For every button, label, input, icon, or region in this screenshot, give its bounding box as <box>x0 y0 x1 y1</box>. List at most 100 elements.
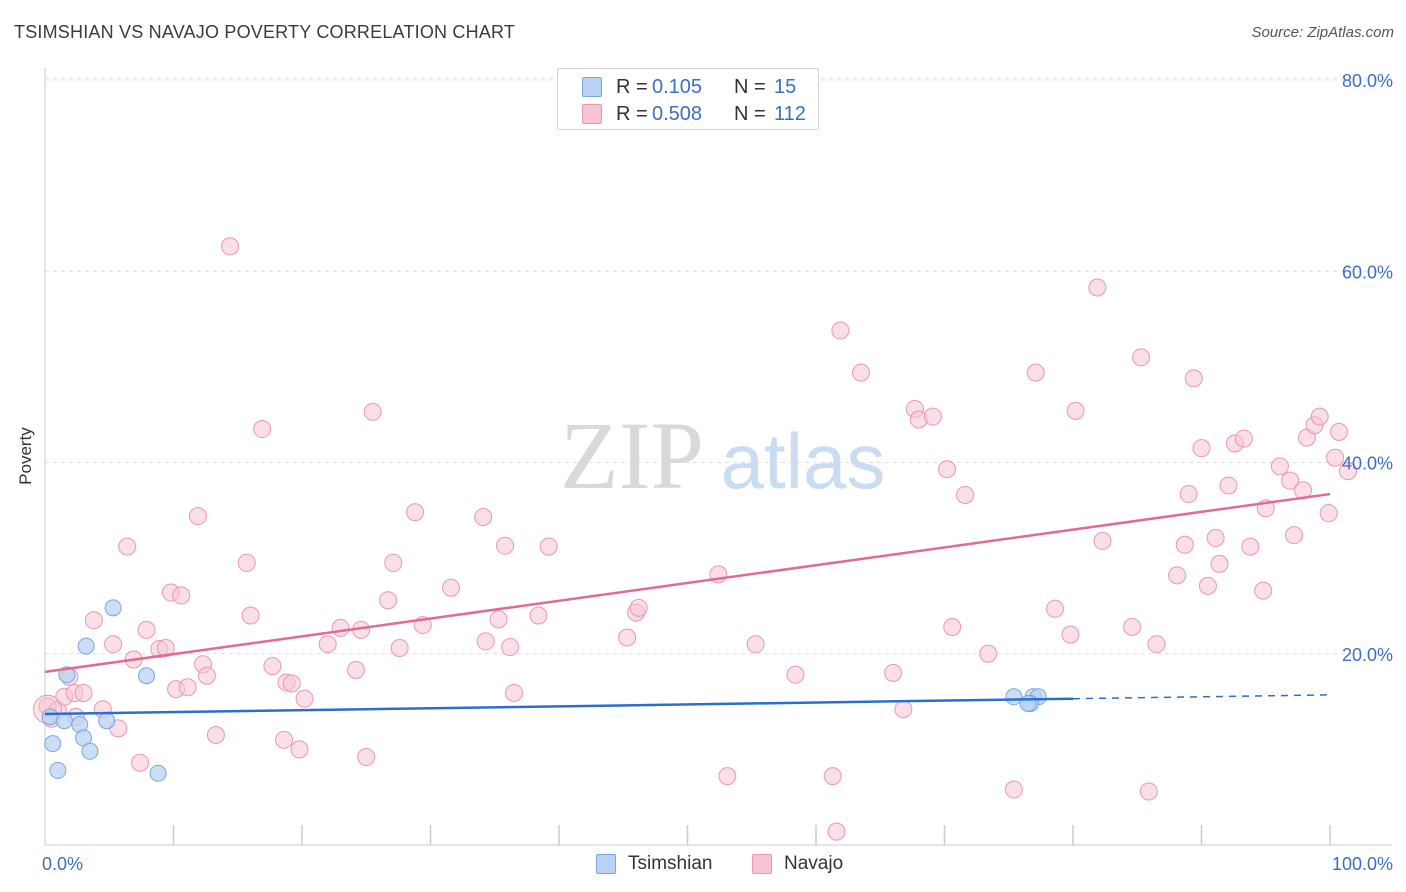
navajo-point <box>178 678 197 697</box>
y-tick-label: 20.0% <box>1342 645 1393 665</box>
axes <box>44 68 1392 846</box>
navajo-point <box>206 726 225 745</box>
navajo-point <box>827 822 846 841</box>
legend-n-label: N = <box>734 75 766 98</box>
legend-n-label: N = <box>734 102 766 125</box>
legend-item-tsimshian[interactable]: Tsimshian <box>596 850 712 878</box>
navajo-point <box>979 644 998 663</box>
navajo-trend-line <box>44 492 1331 674</box>
navajo-point <box>618 628 637 647</box>
navajo-point <box>379 591 398 610</box>
navajo-point <box>1198 576 1217 595</box>
navajo-point <box>1319 504 1338 523</box>
legend-r-value: 0.508 <box>652 102 703 125</box>
navajo-point <box>923 407 942 426</box>
navajo-point <box>84 611 103 630</box>
navajo-point <box>346 661 365 680</box>
navajo-point <box>489 610 508 629</box>
tsimshian-point <box>44 735 62 753</box>
tsimshian-point <box>149 764 167 782</box>
navajo-point <box>1234 429 1253 448</box>
navajo-point <box>290 740 309 759</box>
navajo-point <box>406 503 425 522</box>
y-tick-label: 40.0% <box>1342 454 1393 474</box>
navajo-point <box>1139 782 1158 801</box>
navajo-point <box>1088 278 1107 297</box>
watermark-atlas: atlas <box>721 417 886 505</box>
navajo-point <box>956 486 975 505</box>
navajo-point <box>1175 535 1194 554</box>
tsimshian-trend-extension <box>1072 694 1331 700</box>
navajo-point <box>1281 471 1300 490</box>
navajo-point <box>1310 407 1329 426</box>
navajo-point <box>746 635 765 654</box>
navajo-point <box>1066 401 1085 420</box>
tsimshian-points <box>41 599 1047 782</box>
x-tick-label: 100.0% <box>1332 854 1393 874</box>
navajo-point <box>442 578 461 597</box>
legend-r-label: R = <box>616 102 648 125</box>
navajo-point <box>496 536 515 555</box>
navajo-point <box>539 537 558 556</box>
legend-n-value: 112 <box>774 102 806 125</box>
legend-row-navajo: R = 0.508 N = 112 <box>582 101 806 127</box>
navajo-point <box>1061 625 1080 644</box>
navajo-swatch <box>582 104 602 124</box>
navajo-point <box>263 657 282 676</box>
navajo-point <box>237 553 256 572</box>
navajo-point <box>363 402 382 421</box>
watermark: ZIP atlas <box>560 402 885 509</box>
navajo-point <box>718 767 737 786</box>
navajo-point <box>786 665 805 684</box>
navajo-point <box>501 638 520 657</box>
navajo-point <box>1147 635 1166 654</box>
navajo-point <box>851 363 870 382</box>
navajo-point <box>1241 537 1260 556</box>
navajo-point <box>1285 526 1304 545</box>
y-tick-label: 60.0% <box>1342 262 1393 282</box>
chart-title: TSIMSHIAN VS NAVAJO POVERTY CORRELATION … <box>14 22 516 42</box>
navajo-point <box>1270 457 1289 476</box>
tsimshian-point <box>1005 688 1023 706</box>
navajo-point <box>1123 617 1142 636</box>
tsimshian-swatch <box>582 77 602 97</box>
tsimshian-point <box>41 708 59 726</box>
navajo-point <box>104 635 123 654</box>
tsimshian-point <box>81 742 99 760</box>
navajo-point <box>318 635 337 654</box>
navajo-point <box>118 537 137 556</box>
navajo-point <box>295 689 314 708</box>
navajo-point <box>241 606 260 625</box>
navajo-swatch <box>752 854 772 874</box>
x-tick-label: 0.0% <box>42 854 83 874</box>
trend-lines <box>44 492 1331 716</box>
tsimshian-point <box>58 666 76 684</box>
navajo-point <box>1206 529 1225 548</box>
navajo-point <box>529 606 548 625</box>
tsimshian-point <box>104 599 122 617</box>
navajo-point <box>384 553 403 572</box>
series-legend: Tsimshian Navajo <box>0 850 1406 880</box>
navajo-point <box>1046 599 1065 618</box>
navajo-point <box>1338 462 1357 481</box>
tsimshian-trend-line <box>44 697 1074 716</box>
navajo-point <box>221 237 240 256</box>
navajo-point <box>1192 439 1211 458</box>
legend-label: Navajo <box>784 853 844 874</box>
correlation-legend: R = 0.105 N = 15 R = 0.508 N = 112 <box>557 68 819 130</box>
navajo-point <box>1004 780 1023 799</box>
navajo-point <box>275 730 294 749</box>
navajo-point <box>505 683 524 702</box>
navajo-point <box>331 618 350 637</box>
legend-row-tsimshian: R = 0.105 N = 15 <box>582 74 796 100</box>
tsimshian-point <box>77 637 95 655</box>
tsimshian-swatch <box>596 854 616 874</box>
navajo-point <box>156 639 175 658</box>
navajo-point <box>884 663 903 682</box>
legend-item-navajo[interactable]: Navajo <box>752 850 843 878</box>
tick-labels: 20.0% 40.0% 60.0% 80.0% 0.0% 100.0% <box>42 71 1393 874</box>
tsimshian-point <box>98 712 116 730</box>
legend-n-value: 15 <box>774 75 797 98</box>
navajo-point <box>1329 422 1348 441</box>
